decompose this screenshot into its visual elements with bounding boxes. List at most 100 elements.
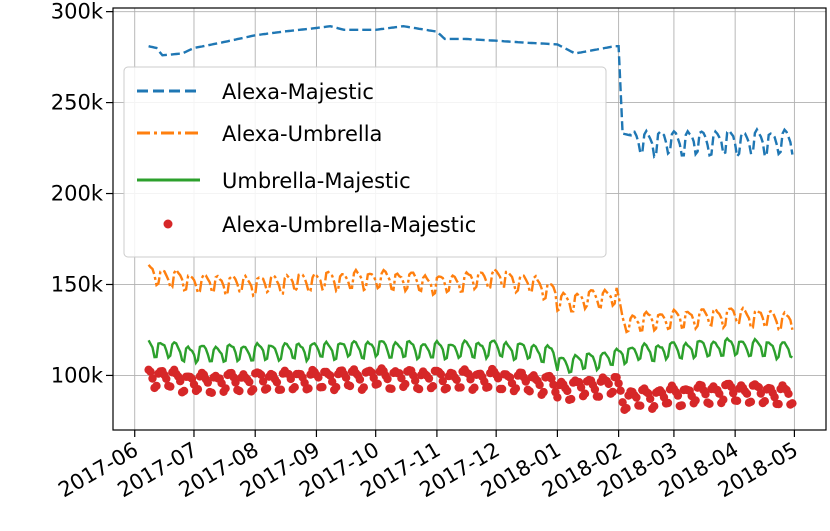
point-alexa-umbrella-majestic xyxy=(636,401,645,410)
legend: Alexa-Majestic Alexa-Umbrella Umbrella-M… xyxy=(123,66,607,258)
point-alexa-umbrella-majestic xyxy=(590,385,600,394)
point-alexa-umbrella-majestic xyxy=(369,373,378,383)
point-alexa-umbrella-majestic xyxy=(719,395,728,404)
point-alexa-umbrella-majestic xyxy=(746,397,756,406)
plot-frame xyxy=(112,7,827,431)
point-alexa-umbrella-majestic xyxy=(428,382,438,391)
point-alexa-umbrella-majestic xyxy=(567,394,576,404)
point-alexa-umbrella-majestic xyxy=(456,383,465,392)
y-tick-label: 150k xyxy=(51,272,104,296)
point-alexa-umbrella-majestic xyxy=(146,367,155,376)
point-alexa-umbrella-majestic xyxy=(304,384,313,393)
legend-label-alexa-majestic: Alexa-Majestic xyxy=(222,80,374,104)
legend-marker-alexa-umbrella-majestic xyxy=(163,219,173,229)
point-alexa-umbrella-majestic xyxy=(203,378,212,387)
point-alexa-umbrella-majestic xyxy=(470,383,479,392)
point-alexa-umbrella-majestic xyxy=(355,375,365,384)
point-alexa-umbrella-majestic xyxy=(539,387,548,397)
legend-entry-umbrella-majestic: Umbrella-Majestic xyxy=(137,169,411,193)
point-alexa-umbrella-majestic xyxy=(622,404,631,413)
legend-box xyxy=(123,66,607,258)
point-alexa-umbrella-majestic xyxy=(691,396,700,405)
point-alexa-umbrella-majestic xyxy=(715,389,724,398)
point-alexa-umbrella-majestic xyxy=(576,383,586,392)
point-alexa-umbrella-majestic xyxy=(521,377,530,386)
legend-entry-alexa-umbrella: Alexa-Umbrella xyxy=(137,122,382,146)
point-alexa-umbrella-majestic xyxy=(345,381,355,391)
point-alexa-umbrella-majestic xyxy=(373,379,382,388)
line-alexa-umbrella xyxy=(147,264,794,334)
point-alexa-umbrella-majestic xyxy=(245,377,254,387)
point-alexa-umbrella-majestic xyxy=(176,377,185,386)
point-alexa-umbrella-majestic xyxy=(784,389,793,398)
point-alexa-umbrella-majestic xyxy=(608,387,617,397)
point-alexa-umbrella-majestic xyxy=(770,392,779,402)
point-alexa-umbrella-majestic xyxy=(614,379,623,388)
point-alexa-umbrella-majestic xyxy=(663,398,673,408)
y-tick-label: 300k xyxy=(51,0,104,24)
point-alexa-umbrella-majestic xyxy=(231,378,240,387)
point-alexa-umbrella-majestic xyxy=(673,391,683,400)
series-alexa-umbrella xyxy=(147,264,794,334)
point-alexa-umbrella-majestic xyxy=(359,383,368,392)
point-alexa-umbrella-majestic xyxy=(760,397,769,406)
y-axis: 100k 150k 200k 250k 300k xyxy=(51,0,113,387)
point-alexa-umbrella-majestic xyxy=(152,381,161,391)
point-alexa-umbrella-majestic xyxy=(314,373,323,382)
point-alexa-umbrella-majestic xyxy=(290,383,299,392)
point-alexa-umbrella-majestic xyxy=(616,386,625,395)
legend-label-alexa-umbrella: Alexa-Umbrella xyxy=(222,122,382,146)
point-alexa-umbrella-majestic xyxy=(493,374,503,383)
legend-label-alexa-umbrella-majestic: Alexa-Umbrella-Majestic xyxy=(222,213,476,237)
point-alexa-umbrella-majestic xyxy=(436,370,446,379)
point-alexa-umbrella-majestic xyxy=(235,386,244,396)
point-alexa-umbrella-majestic xyxy=(729,388,738,398)
y-tick-label: 100k xyxy=(51,363,104,387)
point-alexa-umbrella-majestic xyxy=(742,389,752,398)
point-alexa-umbrella-majestic xyxy=(276,385,286,394)
point-alexa-umbrella-majestic xyxy=(332,383,341,392)
point-alexa-umbrella-majestic xyxy=(387,384,396,393)
point-alexa-umbrella-majestic xyxy=(148,374,157,383)
point-alexa-umbrella-majestic xyxy=(553,393,562,402)
point-alexa-umbrella-majestic xyxy=(207,388,216,397)
point-alexa-umbrella-majestic xyxy=(466,375,475,384)
point-alexa-umbrella-majestic xyxy=(563,386,572,396)
point-alexa-umbrella-majestic xyxy=(411,376,420,385)
point-alexa-umbrella-majestic xyxy=(286,374,295,384)
point-alexa-umbrella-majestic xyxy=(221,384,230,393)
point-alexa-umbrella-majestic xyxy=(258,377,268,386)
x-axis: 2017-062017-072017-082017-092017-102017-… xyxy=(54,430,802,502)
series-umbrella-majestic xyxy=(147,336,793,374)
point-alexa-umbrella-majestic xyxy=(397,374,406,383)
y-tick-label: 250k xyxy=(51,91,104,115)
point-alexa-umbrella-majestic xyxy=(442,383,451,393)
point-alexa-umbrella-majestic xyxy=(756,389,765,398)
point-alexa-umbrella-majestic xyxy=(618,398,627,407)
point-alexa-umbrella-majestic xyxy=(549,380,558,389)
point-alexa-umbrella-majestic xyxy=(414,384,424,394)
point-alexa-umbrella-majestic xyxy=(438,376,447,386)
point-alexa-umbrella-majestic xyxy=(677,401,686,410)
point-alexa-umbrella-majestic xyxy=(452,375,461,384)
point-alexa-umbrella-majestic xyxy=(166,382,175,391)
point-alexa-umbrella-majestic xyxy=(580,389,590,398)
point-alexa-umbrella-majestic xyxy=(646,394,655,403)
point-alexa-umbrella-majestic xyxy=(535,380,544,390)
point-alexa-umbrella-majestic xyxy=(424,374,434,383)
point-alexa-umbrella-majestic xyxy=(272,378,282,387)
point-alexa-umbrella-majestic xyxy=(525,387,534,396)
series-layer xyxy=(144,24,797,414)
point-alexa-umbrella-majestic xyxy=(179,386,189,396)
point-alexa-umbrella-majestic xyxy=(484,382,493,392)
line-umbrella-majestic xyxy=(147,336,793,374)
point-alexa-umbrella-majestic xyxy=(401,379,410,389)
point-alexa-umbrella-majestic xyxy=(701,390,710,399)
y-tick-label: 200k xyxy=(51,182,104,206)
legend-label-umbrella-majestic: Umbrella-Majestic xyxy=(222,169,411,193)
point-alexa-umbrella-majestic xyxy=(732,396,742,405)
point-alexa-umbrella-majestic xyxy=(318,382,327,392)
point-alexa-umbrella-majestic xyxy=(256,370,266,379)
line-alexa-majestic xyxy=(148,24,794,159)
